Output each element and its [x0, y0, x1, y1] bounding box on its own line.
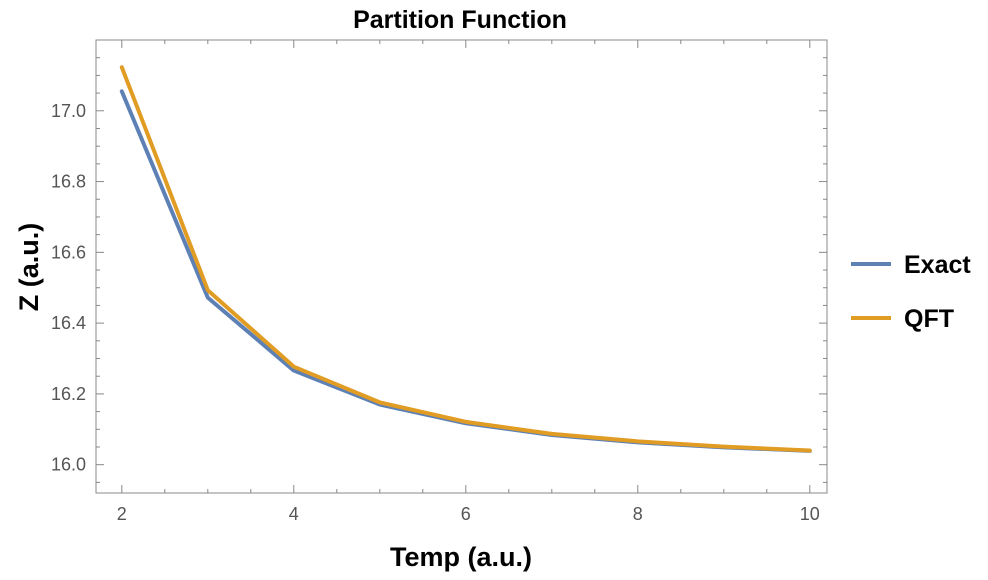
- x-axis-label: Temp (a.u.): [390, 542, 532, 572]
- y-tick-label: 16.4: [51, 313, 86, 333]
- y-tick-label: 16.2: [51, 384, 86, 404]
- plot-frame: [95, 39, 828, 494]
- x-tick-label: 10: [800, 504, 820, 524]
- legend-label-qft: QFT: [904, 305, 954, 333]
- x-tick-label: 2: [117, 504, 127, 524]
- y-axis-label: Z (a.u.): [14, 223, 44, 312]
- y-tick-label: 16.8: [51, 172, 86, 192]
- series-line-qft: [119, 65, 812, 453]
- axis-ticks: [96, 40, 827, 493]
- x-tick-label: 4: [289, 504, 299, 524]
- chart-title: Partition Function: [353, 6, 567, 34]
- series-line-exact: [119, 89, 812, 453]
- x-tick-label: 6: [461, 504, 471, 524]
- x-tick-label: 8: [633, 504, 643, 524]
- tick-labels: 2 4 6 8 10 16.0 16.2 16.4 16.6 16.8 17.0: [51, 101, 820, 524]
- y-tick-label: 16.0: [51, 455, 86, 475]
- series-lines: [119, 65, 812, 453]
- legend-label-exact: Exact: [904, 251, 971, 279]
- y-tick-label: 16.6: [51, 242, 86, 262]
- legend: Exact QFT: [851, 251, 971, 333]
- y-tick-label: 17.0: [51, 101, 86, 121]
